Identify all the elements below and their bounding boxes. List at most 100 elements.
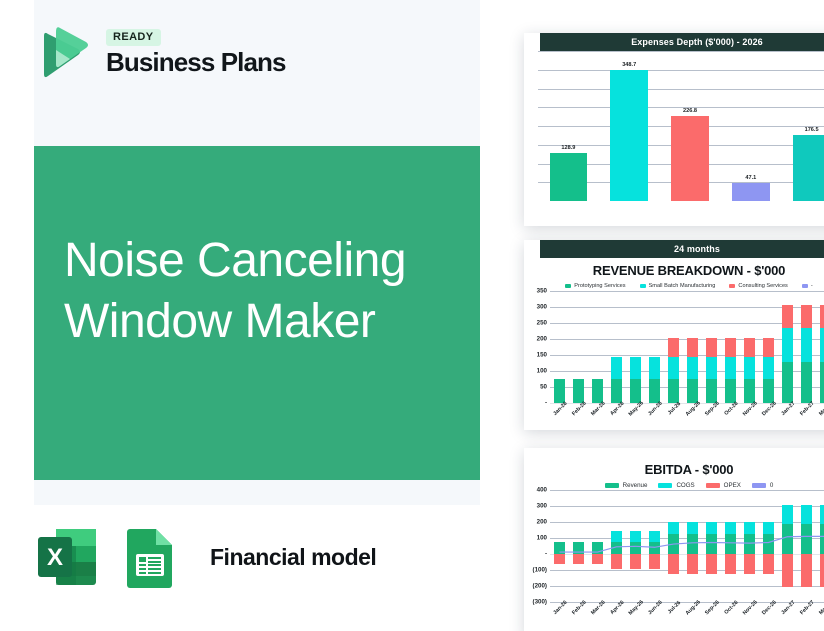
bar-segment [743, 379, 756, 403]
bar-item[interactable] [816, 490, 824, 602]
legend-item[interactable]: OPEX [705, 482, 741, 489]
y-axis-tick: 150 [536, 351, 547, 359]
x-axis-tick: Oct-26 [721, 600, 740, 625]
bar-item[interactable] [778, 490, 797, 602]
bar-stack-positive [572, 379, 585, 403]
bar-item[interactable]: 176.5 [781, 51, 824, 201]
bar-stack-negative [667, 554, 680, 575]
legend-item[interactable]: COGS [658, 482, 695, 489]
bar-stack-positive [819, 305, 824, 403]
bar-item[interactable] [626, 291, 645, 403]
legend-item[interactable]: Consulting Services [729, 283, 788, 289]
bar-item[interactable] [626, 490, 645, 602]
bar-segment [800, 554, 813, 587]
brand-logo[interactable]: READY Business Plans [34, 24, 287, 82]
bar-item[interactable] [607, 291, 626, 403]
y-axis-tick: 50 [540, 383, 547, 391]
chart-card-expenses[interactable]: Expenses Depth ($'000) - 2026 128.9 348.7… [524, 33, 824, 226]
bar-item[interactable] [607, 490, 626, 602]
x-axis-tick: Apr-26 [607, 400, 626, 426]
x-axis-label: Jun-26 [646, 400, 664, 418]
bar-item[interactable] [740, 291, 759, 403]
y-axis-tick: 250 [536, 319, 547, 327]
legend-item[interactable]: Revenue [604, 482, 647, 489]
chart-card-ebitda[interactable]: EBITDA - $'000 Revenue COGS OPEX 0 400 300 20… [524, 448, 824, 631]
bar-stack-positive [705, 338, 718, 403]
bar-segment [819, 554, 824, 587]
bar-stack-positive [553, 542, 566, 554]
bar-item[interactable] [759, 291, 778, 403]
x-axis-tick: Jan-26 [550, 600, 569, 625]
x-axis-label: Oct-26 [722, 400, 740, 417]
legend-item[interactable]: 0 [751, 482, 773, 489]
gridline [538, 107, 824, 109]
bar-stack-positive [648, 356, 661, 403]
bar-item[interactable] [740, 490, 759, 602]
bar-item[interactable]: 47.1 [720, 51, 781, 201]
bar-group [550, 490, 824, 602]
bar-item[interactable] [550, 291, 569, 403]
bar-item[interactable] [778, 291, 797, 403]
x-axis-label: Apr-26 [608, 400, 626, 417]
bar-item[interactable] [569, 490, 588, 602]
bar-item[interactable] [664, 490, 683, 602]
bar-item[interactable]: 348.7 [599, 51, 660, 201]
bar-segment [553, 379, 566, 403]
bar-segment [705, 356, 718, 379]
bar-segment [667, 338, 680, 357]
x-axis-tick: Feb-26 [569, 401, 588, 426]
bar-item[interactable] [816, 291, 824, 403]
legend-swatch [751, 483, 766, 488]
bar-item[interactable] [683, 291, 702, 403]
bar-item[interactable] [797, 490, 816, 602]
chart-card-revenue[interactable]: 24 months REVENUE BREAKDOWN - $'000 Prot… [524, 240, 824, 430]
bar-item[interactable] [683, 490, 702, 602]
x-axis-tick: Jun-26 [645, 600, 664, 625]
legend-item[interactable]: Prototyping Services [565, 283, 626, 289]
bar-segment [686, 379, 699, 403]
bar-item[interactable] [721, 291, 740, 403]
bar-stack-negative [743, 554, 756, 574]
bar-item[interactable] [588, 291, 607, 403]
x-axis-label: Apr-26 [608, 599, 626, 616]
bar-segment [648, 530, 661, 542]
bar-segment [762, 338, 775, 357]
bar-item[interactable] [588, 490, 607, 602]
x-axis-tick: Jan-26 [550, 401, 569, 426]
x-axis-tick: Nov-26 [740, 599, 759, 625]
bar-segment [800, 362, 813, 403]
x-axis-label: Feb-27 [798, 599, 816, 617]
bar-item[interactable] [569, 291, 588, 403]
bar-value-label: 128.9 [561, 144, 576, 151]
legend-label: OPEX [723, 482, 741, 489]
x-axis-label: Jul-26 [666, 401, 682, 417]
legend-item[interactable]: Small Batch Manufacturing [639, 283, 715, 289]
x-axis-tick: Sep-26 [702, 599, 721, 625]
bar-segment [686, 356, 699, 379]
bar-item[interactable] [721, 490, 740, 602]
legend-item[interactable]: - [801, 283, 813, 289]
bar-stack-positive [648, 530, 661, 554]
bar-segment [553, 542, 566, 554]
chart-title-ebitda: EBITDA - $'000 [644, 462, 734, 477]
bar-item[interactable]: 226.8 [660, 51, 721, 201]
bar-segment [591, 379, 604, 403]
bar-segment [686, 554, 699, 574]
bar-segment [686, 338, 699, 357]
bar-item[interactable] [702, 291, 721, 403]
bar-item[interactable] [550, 490, 569, 602]
x-axis-tick: Feb-26 [569, 600, 588, 625]
bar-item[interactable]: 128.9 [538, 51, 599, 201]
gridline [550, 291, 824, 292]
bar-value-label: 348.7 [622, 62, 637, 69]
bar-item[interactable] [645, 490, 664, 602]
bar-item[interactable] [664, 291, 683, 403]
bar-item[interactable] [702, 490, 721, 602]
bar-segment [762, 554, 775, 574]
bar-item[interactable] [759, 490, 778, 602]
bar-item[interactable] [797, 291, 816, 403]
bar-item[interactable] [645, 291, 664, 403]
y-axis-tick: 300 [536, 502, 547, 510]
x-axis-label: Mar-26 [589, 599, 607, 617]
